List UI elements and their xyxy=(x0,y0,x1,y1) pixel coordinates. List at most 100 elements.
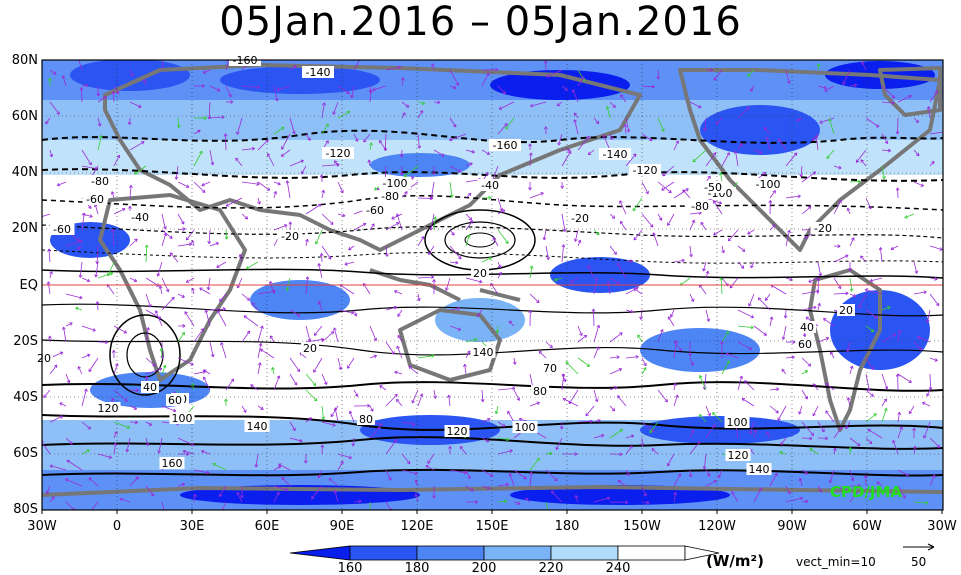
wind-vector xyxy=(721,245,725,254)
wind-vector xyxy=(143,79,147,87)
wind-vector-head xyxy=(828,479,833,484)
wind-vector-head xyxy=(458,255,462,260)
wind-vector xyxy=(662,165,675,177)
wind-vector-head xyxy=(792,340,796,345)
wind-vector-head xyxy=(692,158,696,163)
wind-vector xyxy=(281,133,291,150)
wind-vector xyxy=(543,229,547,241)
wind-vector xyxy=(858,293,867,309)
wind-vector xyxy=(737,341,752,350)
wind-vector-head xyxy=(617,479,622,484)
wind-vector xyxy=(321,102,325,119)
wind-vector-head xyxy=(667,222,671,226)
wind-vector xyxy=(929,293,940,306)
wind-vector-head xyxy=(860,255,864,259)
wind-vector xyxy=(313,357,323,373)
wind-vector xyxy=(833,447,836,455)
wind-vector xyxy=(833,292,849,295)
contour-s5 xyxy=(42,436,943,450)
wind-vector-head xyxy=(379,422,383,427)
wind-vector-head xyxy=(201,83,205,88)
wind-vector xyxy=(311,485,323,500)
wind-vector-head xyxy=(565,361,569,365)
wind-vector-head xyxy=(750,314,754,319)
wind-vector-head xyxy=(400,172,404,176)
wind-vector-head xyxy=(49,464,54,469)
wind-vector-head xyxy=(441,153,445,157)
wind-vector-head xyxy=(84,388,88,392)
wind-vector xyxy=(257,139,269,151)
wind-vector xyxy=(801,500,809,503)
wind-vector-head xyxy=(505,482,509,487)
wind-vector xyxy=(369,325,377,341)
wind-vector-head xyxy=(547,516,550,519)
wind-vector-head xyxy=(312,382,317,387)
wind-vector xyxy=(129,69,134,77)
wind-vector xyxy=(785,152,798,167)
wind-vector-head xyxy=(850,477,855,482)
wind-vector xyxy=(817,337,829,343)
wind-vector xyxy=(785,69,790,84)
wind-vector-head xyxy=(169,235,173,239)
wind-vector-head xyxy=(501,209,506,213)
wind-vector-head xyxy=(182,449,187,454)
wind-vector-head xyxy=(497,264,502,269)
wind-vector-head xyxy=(152,363,156,367)
wind-vector xyxy=(289,421,296,431)
wind-vector-head xyxy=(133,406,138,410)
wind-vector-head xyxy=(712,152,717,156)
wind-vector xyxy=(865,389,874,397)
wind-vector-head xyxy=(391,216,395,220)
wind-vector xyxy=(334,407,339,423)
wind-vector xyxy=(209,341,214,357)
wind-vector xyxy=(236,492,243,503)
wind-vector-head xyxy=(595,346,600,350)
wind-vector-head xyxy=(809,436,813,441)
wind-vector xyxy=(369,355,377,359)
wind-vector xyxy=(145,244,148,263)
wind-vector-head xyxy=(619,428,623,433)
wind-vector-head xyxy=(373,354,377,359)
wind-vector xyxy=(801,357,812,367)
wind-vector xyxy=(175,165,179,180)
wind-vector xyxy=(106,284,115,295)
wind-vector-head xyxy=(379,140,383,144)
legend-label: 220 xyxy=(539,561,564,575)
wind-vector xyxy=(824,85,835,92)
wind-vector xyxy=(481,418,491,423)
wind-vector-head xyxy=(861,61,865,65)
wind-vector-head xyxy=(698,414,703,418)
wind-vector-head xyxy=(201,189,206,193)
wind-vector xyxy=(273,191,277,199)
wind-vector xyxy=(785,195,801,199)
wind-vector-head xyxy=(816,63,821,67)
wind-vector-head xyxy=(250,384,254,388)
wind-vector-head xyxy=(59,402,63,406)
wind-vector-head xyxy=(758,150,762,154)
land-antarctica xyxy=(42,485,943,497)
wind-vector xyxy=(273,126,285,135)
wind-vector-head xyxy=(876,481,880,485)
wind-vector-head xyxy=(69,441,73,445)
wind-vector-head xyxy=(925,501,929,505)
wind-vector xyxy=(337,309,354,314)
wind-vector-head xyxy=(579,332,583,336)
wind-vector xyxy=(177,483,185,487)
wind-vector xyxy=(766,431,771,439)
wind-vector-head xyxy=(358,499,362,504)
wind-vector-head xyxy=(210,162,215,166)
legend-label: 200 xyxy=(472,561,497,575)
wind-vector xyxy=(929,161,935,167)
wind-vector xyxy=(744,380,755,391)
wind-vector-head xyxy=(851,237,855,241)
wind-vector-head xyxy=(246,330,251,335)
wind-vector-head xyxy=(276,491,280,496)
wind-vector-head xyxy=(452,124,457,128)
wind-vector-head xyxy=(897,329,902,334)
wind-vector xyxy=(385,393,398,407)
wind-vector xyxy=(65,293,83,299)
wind-vector-head xyxy=(846,348,850,353)
wind-vector-head xyxy=(75,306,79,311)
wind-vector-head xyxy=(818,489,822,493)
wind-vector xyxy=(769,472,778,487)
